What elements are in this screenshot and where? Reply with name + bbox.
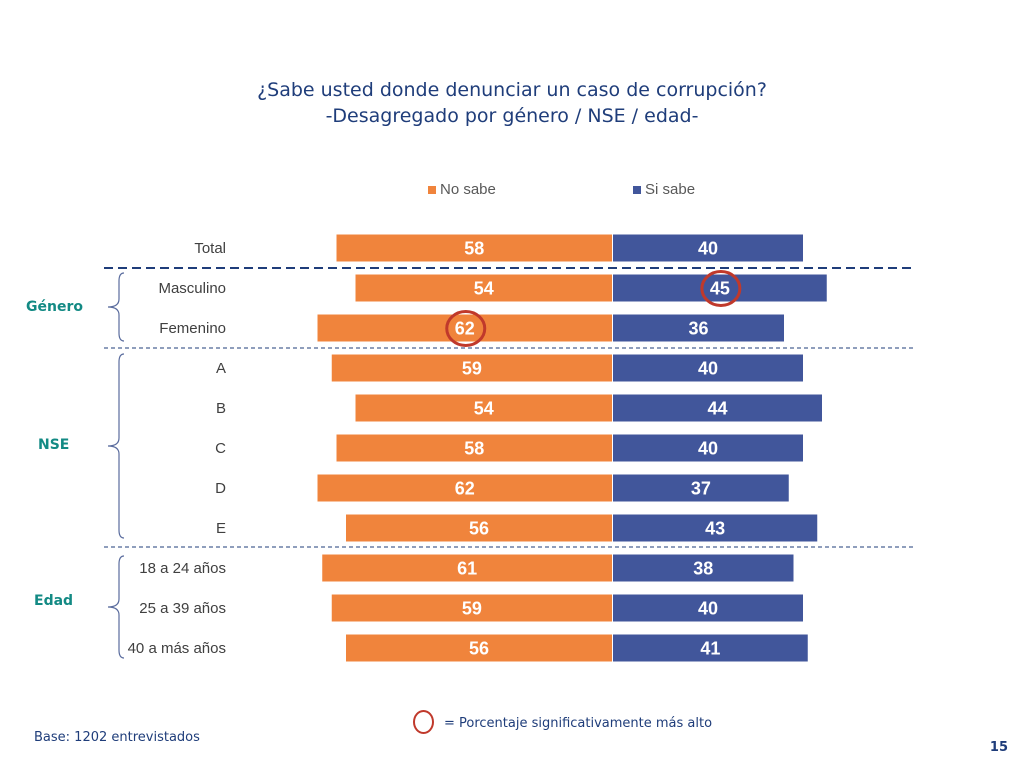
bar-si-sabe bbox=[613, 274, 827, 302]
value-label-no-sabe: 62 bbox=[455, 319, 475, 339]
category-label: Masculino bbox=[158, 280, 226, 297]
category-label: E bbox=[216, 520, 226, 537]
chart-title-line2: -Desagregado por género / NSE / edad- bbox=[325, 105, 699, 127]
value-label-no-sabe: 56 bbox=[469, 639, 489, 659]
legend-swatch-si-sabe bbox=[633, 185, 641, 194]
bar-no-sabe bbox=[331, 354, 612, 382]
value-label-si-sabe: 36 bbox=[688, 319, 708, 339]
value-label-si-sabe: 45 bbox=[710, 279, 730, 299]
bar-no-sabe bbox=[355, 274, 612, 302]
bar-no-sabe bbox=[336, 234, 612, 262]
bar-no-sabe bbox=[317, 314, 612, 342]
bar-si-sabe bbox=[613, 314, 784, 342]
bar-no-sabe bbox=[317, 474, 612, 502]
category-label: C bbox=[215, 440, 226, 457]
legend-si-sabe: Si sabe bbox=[633, 181, 695, 198]
significance-circle bbox=[445, 310, 487, 347]
significance-legend-circle bbox=[413, 710, 434, 734]
bar-no-sabe bbox=[346, 634, 612, 662]
bar-no-sabe bbox=[336, 434, 612, 462]
bar-si-sabe bbox=[613, 554, 794, 582]
category-label: Total bbox=[194, 240, 226, 257]
value-label-si-sabe: 40 bbox=[698, 239, 718, 259]
bar-no-sabe bbox=[322, 554, 612, 582]
bar-si-sabe bbox=[613, 474, 789, 502]
value-label-si-sabe: 41 bbox=[700, 639, 720, 659]
category-label: D bbox=[215, 480, 226, 497]
value-label-no-sabe: 58 bbox=[464, 239, 484, 259]
value-label-si-sabe: 43 bbox=[705, 519, 725, 539]
bar-no-sabe bbox=[331, 594, 612, 622]
group-label-nse: NSE bbox=[38, 437, 70, 453]
bar-si-sabe bbox=[613, 234, 803, 262]
chart-title-line1: ¿Sabe usted donde denunciar un caso de c… bbox=[257, 79, 767, 101]
category-label: 18 a 24 años bbox=[139, 560, 226, 577]
legend-label-si-sabe: Si sabe bbox=[645, 181, 696, 198]
category-label: A bbox=[216, 360, 226, 377]
bar-no-sabe bbox=[346, 514, 612, 542]
group-label-edad: Edad bbox=[34, 593, 74, 609]
bar-si-sabe bbox=[613, 434, 803, 462]
value-label-no-sabe: 54 bbox=[474, 279, 494, 299]
brace-nse bbox=[107, 353, 125, 539]
value-label-si-sabe: 40 bbox=[698, 439, 718, 459]
value-label-no-sabe: 56 bbox=[469, 519, 489, 539]
group-label-genero: Género bbox=[26, 299, 83, 315]
bar-si-sabe bbox=[613, 354, 803, 382]
category-label: B bbox=[216, 400, 226, 417]
value-label-no-sabe: 59 bbox=[462, 359, 482, 379]
value-label-si-sabe: 37 bbox=[691, 479, 711, 499]
bar-no-sabe bbox=[355, 394, 612, 422]
base-note: Base: 1202 entrevistados bbox=[34, 730, 200, 745]
brace-edad bbox=[107, 555, 125, 659]
value-label-si-sabe: 44 bbox=[707, 399, 727, 419]
legend-swatch-no-sabe bbox=[428, 185, 436, 194]
value-label-no-sabe: 61 bbox=[457, 559, 477, 579]
value-label-no-sabe: 58 bbox=[464, 439, 484, 459]
category-label: 25 a 39 años bbox=[139, 600, 226, 617]
value-label-si-sabe: 38 bbox=[693, 559, 713, 579]
brace-genero bbox=[107, 272, 125, 342]
category-label: Femenino bbox=[159, 320, 226, 337]
value-label-si-sabe: 40 bbox=[698, 359, 718, 379]
value-label-no-sabe: 54 bbox=[474, 399, 494, 419]
value-label-no-sabe: 59 bbox=[462, 599, 482, 619]
significance-note: = Porcentaje significativamente más alto bbox=[444, 716, 713, 731]
legend-label-no-sabe: No sabe bbox=[440, 181, 496, 198]
value-label-si-sabe: 40 bbox=[698, 599, 718, 619]
bar-si-sabe bbox=[613, 394, 822, 422]
page-number: 15 bbox=[989, 740, 1008, 755]
bar-si-sabe bbox=[613, 634, 808, 662]
legend-no-sabe: No sabe bbox=[428, 181, 496, 198]
bar-si-sabe bbox=[613, 514, 818, 542]
significance-circle bbox=[700, 270, 742, 307]
value-label-no-sabe: 62 bbox=[455, 479, 475, 499]
category-label: 40 a más años bbox=[128, 640, 226, 657]
bar-si-sabe bbox=[613, 594, 803, 622]
